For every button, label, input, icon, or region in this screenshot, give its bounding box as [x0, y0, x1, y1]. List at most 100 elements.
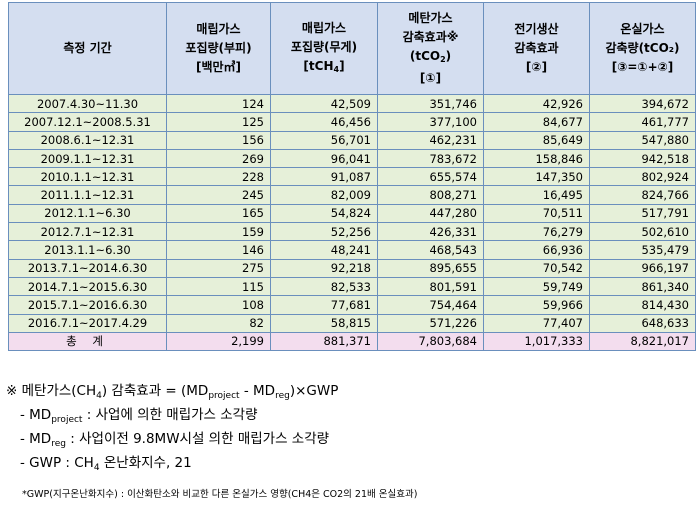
row-total: 547,880 [589, 130, 696, 150]
row-weight: 58,815 [270, 313, 378, 333]
total-row: 총 계 2,199 881,371 7,803,684 1,017,333 8,… [8, 331, 696, 351]
row-electricity: 42,926 [483, 93, 590, 114]
row-weight: 82,533 [270, 276, 378, 297]
table-row: 2016.7.1~2017.4.29 82 58,815 571,226 77,407 6… [8, 313, 696, 333]
row-weight: 42,509 [270, 93, 378, 114]
row-period: 2012.1.1~6.30 [8, 203, 167, 224]
header-volume: 매립가스 포집량(부피) [백만㎥] [166, 2, 271, 95]
notes: ※ 메탄가스(CH4) 감축효과 = (MDproject - MDreg)×G… [6, 379, 696, 475]
total-methane: 7,803,684 [377, 331, 484, 351]
row-methane: 426,331 [377, 222, 484, 242]
note-formula: ※ 메탄가스(CH4) 감축효과 = (MDproject - MDreg)×G… [6, 383, 339, 401]
header-weight: 매립가스 포집량(무게) [tCH4] [270, 2, 378, 95]
table-row: 2013.1.1~6.30 146 48,241 468,543 66,936 535,4… [8, 240, 696, 260]
row-weight: 56,701 [270, 130, 378, 150]
row-total: 814,430 [589, 295, 696, 315]
row-total: 942,518 [589, 148, 696, 169]
row-period: 2008.6.1~12.31 [8, 130, 167, 150]
row-electricity: 70,511 [483, 203, 590, 224]
row-volume: 125 [166, 112, 271, 132]
table-row: 2012.7.1~12.31 159 52,256 426,331 76,279 502,… [8, 222, 696, 242]
row-total: 861,340 [589, 276, 696, 297]
row-electricity: 85,649 [483, 130, 590, 150]
table-row: 2007.4.30~11.30 124 42,509 351,746 42,926 394… [8, 93, 696, 114]
row-methane: 462,231 [377, 130, 484, 150]
row-period: 2013.1.1~6.30 [8, 240, 167, 260]
table-body: 2007.4.30~11.30 124 42,509 351,746 42,926 394… [8, 93, 696, 333]
row-electricity: 147,350 [483, 167, 590, 187]
row-volume: 108 [166, 295, 271, 315]
row-period: 2007.12.1~2008.5.31 [8, 112, 167, 132]
row-period: 2014.7.1~2015.6.30 [8, 276, 167, 297]
row-total: 802,924 [589, 167, 696, 187]
total-electricity: 1,017,333 [483, 331, 590, 351]
row-total: 394,672 [589, 93, 696, 114]
row-methane: 447,280 [377, 203, 484, 224]
row-volume: 146 [166, 240, 271, 260]
row-volume: 156 [166, 130, 271, 150]
footnote-gwp: *GWP(지구온난화지수) : 이산화탄소와 비교한 다른 온실가스 영향(CH… [22, 489, 418, 500]
row-period: 2012.7.1~12.31 [8, 222, 167, 242]
row-methane: 571,226 [377, 313, 484, 333]
table-row: 2010.1.1~12.31 228 91,087 655,574 147,350 802… [8, 167, 696, 187]
table-header: 측정 기간 매립가스 포집량(부피) [백만㎥] 매립가스 포집량(무게) [t… [8, 2, 696, 95]
row-period: 2011.1.1~12.31 [8, 185, 167, 205]
row-weight: 54,824 [270, 203, 378, 224]
table-row: 2011.1.1~12.31 245 82,009 808,271 16,495 824,… [8, 185, 696, 205]
row-weight: 82,009 [270, 185, 378, 205]
table-row: 2007.12.1~2008.5.31 125 46,456 377,100 84,67… [8, 112, 696, 132]
row-total: 966,197 [589, 258, 696, 278]
row-total: 824,766 [589, 185, 696, 205]
row-total: 648,633 [589, 313, 696, 333]
row-methane: 468,543 [377, 240, 484, 260]
table-row: 2015.7.1~2016.6.30 108 77,681 754,464 59,966… [8, 295, 696, 315]
note-gwp: - GWP : CH4 온난화지수, 21 [20, 455, 192, 473]
row-period: 2010.1.1~12.31 [8, 167, 167, 187]
row-weight: 52,256 [270, 222, 378, 242]
row-volume: 124 [166, 93, 271, 114]
total-label: 총 계 [8, 331, 167, 351]
row-weight: 91,087 [270, 167, 378, 187]
table-row: 2013.7.1~2014.6.30 275 92,218 895,655 70,542… [8, 258, 696, 278]
row-electricity: 66,936 [483, 240, 590, 260]
row-total: 461,777 [589, 112, 696, 132]
table-footer: 총 계 2,199 881,371 7,803,684 1,017,333 8,… [8, 331, 696, 351]
total-reduction: 8,821,017 [589, 331, 696, 351]
row-weight: 46,456 [270, 112, 378, 132]
row-period: 2007.4.30~11.30 [8, 93, 167, 114]
table-row: 2014.7.1~2015.6.30 115 82,533 801,591 59,749… [8, 276, 696, 297]
row-total: 502,610 [589, 222, 696, 242]
row-total: 517,791 [589, 203, 696, 224]
row-electricity: 158,846 [483, 148, 590, 169]
row-volume: 159 [166, 222, 271, 242]
row-methane: 754,464 [377, 295, 484, 315]
row-electricity: 70,542 [483, 258, 590, 278]
row-volume: 275 [166, 258, 271, 278]
table-row: 2008.6.1~12.31 156 56,701 462,231 85,649 547,… [8, 130, 696, 150]
header-period: 측정 기간 [8, 2, 167, 95]
row-period: 2009.1.1~12.31 [8, 148, 167, 169]
row-methane: 783,672 [377, 148, 484, 169]
row-volume: 269 [166, 148, 271, 169]
row-methane: 808,271 [377, 185, 484, 205]
row-electricity: 59,749 [483, 276, 590, 297]
total-volume: 2,199 [166, 331, 271, 351]
header-methane: 메탄가스 감축효과※ (tCO2) [①] [377, 2, 484, 95]
row-electricity: 16,495 [483, 185, 590, 205]
row-methane: 351,746 [377, 93, 484, 114]
row-methane: 377,100 [377, 112, 484, 132]
table-row: 2012.1.1~6.30 165 54,824 447,280 70,511 517,7… [8, 203, 696, 224]
note-md-project: - MDproject : 사업에 의한 매립가스 소각량 [20, 407, 258, 425]
row-weight: 96,041 [270, 148, 378, 169]
row-electricity: 77,407 [483, 313, 590, 333]
row-methane: 801,591 [377, 276, 484, 297]
row-period: 2015.7.1~2016.6.30 [8, 295, 167, 315]
row-volume: 245 [166, 185, 271, 205]
row-volume: 115 [166, 276, 271, 297]
row-volume: 228 [166, 167, 271, 187]
row-total: 535,479 [589, 240, 696, 260]
header-total: 온실가스 감축량(tCO₂) [③=①+②] [589, 2, 696, 95]
row-period: 2013.7.1~2014.6.30 [8, 258, 167, 278]
row-methane: 895,655 [377, 258, 484, 278]
